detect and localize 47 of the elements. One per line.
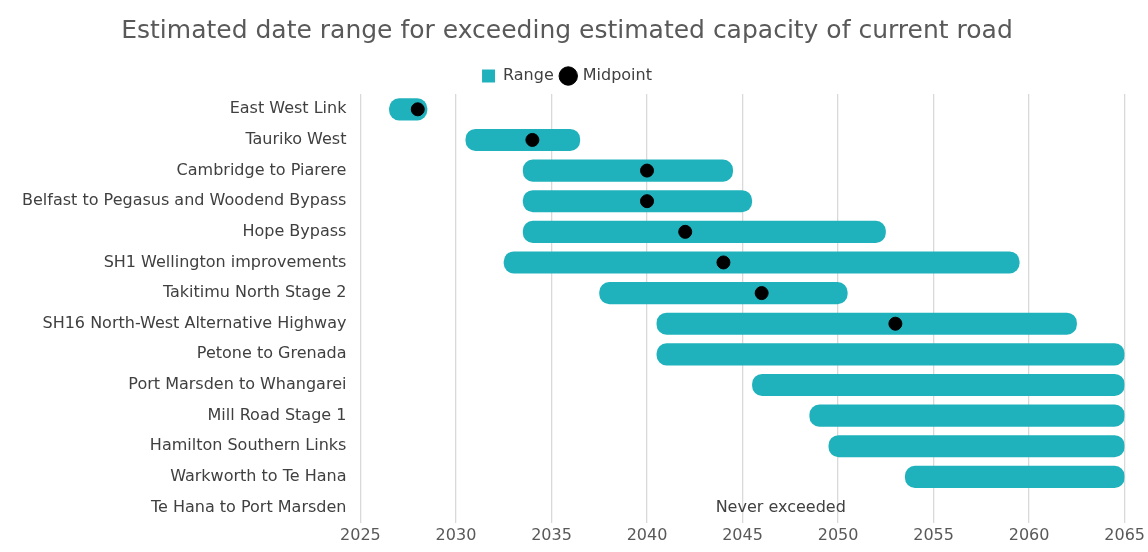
bar: [752, 373, 1125, 397]
x-tick-label: 2040: [626, 524, 668, 544]
y-tick-label: Te Hana to Port Marsden: [149, 496, 347, 516]
y-tick-label: East West Link: [229, 98, 348, 118]
chart-title: Estimated date range for exceeding estimated capacity of current road: [121, 14, 1013, 44]
y-tick-label: Mill Road Stage 1: [207, 404, 347, 424]
x-tick-label: 2030: [435, 524, 477, 544]
y-tick-label: Petone to Grenada: [196, 343, 347, 363]
x-tick-label: 2060: [1008, 524, 1050, 544]
bar: [809, 404, 1125, 427]
y-tick-label: Belfast to Pegasus and Woodend Bypass: [22, 190, 347, 210]
x-tick-label: 2050: [817, 524, 859, 544]
x-tick-label: 2025: [340, 524, 381, 544]
bar: [503, 251, 1020, 274]
bar: [904, 465, 1125, 488]
y-tick-label: Takitimu North Stage 2: [161, 282, 347, 302]
point: [410, 102, 425, 117]
legend-label: Midpoint: [582, 65, 652, 85]
bar: [656, 343, 1125, 366]
point: [678, 224, 693, 239]
point: [888, 316, 903, 331]
legend-label: Range: [503, 65, 554, 85]
bar: [465, 128, 581, 152]
bar: [522, 159, 733, 182]
bar: [522, 190, 753, 213]
y-tick-label: Port Marsden to Whangarei: [128, 374, 347, 394]
point: [716, 255, 731, 270]
bar: [828, 435, 1125, 458]
x-tick-label: 2055: [913, 524, 954, 544]
x-tick-label: 2035: [531, 524, 572, 544]
y-tick-label: Tauriko West: [244, 129, 347, 149]
y-tick-label: SH16 North-West Alternative Highway: [42, 312, 347, 332]
y-tick-label: Hope Bypass: [242, 220, 347, 240]
point: [640, 194, 655, 209]
y-tick-label: Hamilton Southern Links: [149, 435, 347, 455]
bar: [656, 312, 1077, 335]
bar: [599, 282, 848, 305]
annotation: Never exceeded: [715, 496, 846, 516]
y-tick-label: Warkworth to Te Hana: [170, 466, 347, 486]
x-tick-label: 2065: [1104, 524, 1145, 544]
y-tick-label: SH1 Wellington improvements: [103, 251, 347, 271]
bar: [522, 220, 886, 243]
x-tick-label: 2045: [722, 524, 763, 544]
y-tick-label: Cambridge to Piarere: [176, 159, 347, 179]
point: [754, 286, 769, 301]
point: [640, 163, 655, 178]
point: [525, 132, 540, 147]
